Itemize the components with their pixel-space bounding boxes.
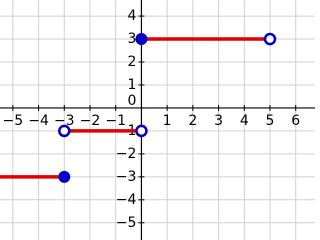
open-endpoint	[263, 32, 277, 46]
closed-endpoint	[58, 170, 71, 183]
x-tick-label: 2	[188, 113, 197, 129]
open-endpoint	[58, 124, 71, 138]
y-tick-label: −5	[116, 215, 137, 231]
y-tick-label: 1	[128, 77, 137, 93]
x-tick-label: 6	[291, 113, 300, 129]
x-tick-label: −1	[105, 113, 126, 129]
y-tick-label: 2	[128, 54, 137, 70]
x-tick-label: 3	[214, 113, 223, 129]
y-tick-label: 4	[128, 8, 137, 24]
y-tick-label: −3	[116, 169, 137, 185]
x-tick-label: −2	[80, 113, 101, 129]
closed-endpoint	[135, 33, 148, 46]
y-tick-label: 0	[128, 93, 137, 109]
open-endpoint	[135, 124, 148, 138]
x-tick-label: 5	[266, 113, 275, 129]
x-tick-label: −5	[3, 113, 24, 129]
y-tick-label: 3	[128, 31, 137, 47]
x-tick-label: 4	[240, 113, 249, 129]
x-tick-label: −4	[28, 113, 49, 129]
y-tick-label: −4	[116, 192, 137, 208]
x-tick-label: 1	[163, 113, 172, 129]
y-tick-label: −2	[116, 146, 137, 162]
x-tick-label: −3	[54, 113, 75, 129]
